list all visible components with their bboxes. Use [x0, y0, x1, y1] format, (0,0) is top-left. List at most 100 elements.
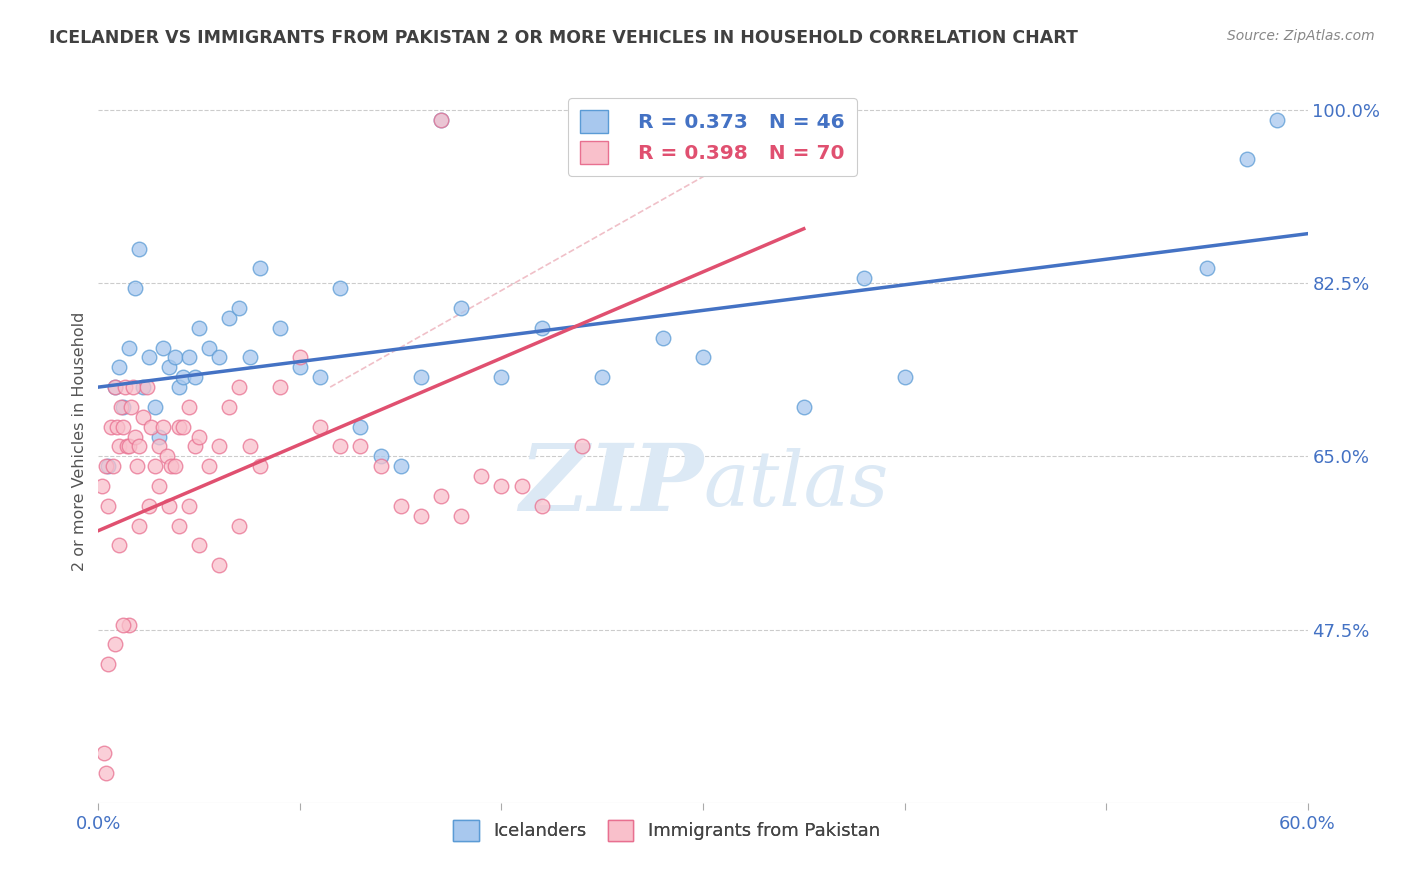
Point [208, 351, 231, 365]
Point [179, 400, 201, 414]
Point [218, 310, 240, 325]
Point [208, 558, 231, 573]
Point [135, 380, 157, 394]
Point [239, 440, 262, 454]
Point [389, 459, 412, 474]
Point [329, 440, 352, 454]
Point [132, 380, 155, 394]
Point [450, 508, 472, 523]
Point [157, 360, 180, 375]
Point [510, 479, 533, 493]
Point [269, 380, 291, 394]
Point [124, 429, 146, 443]
Text: atlas: atlas [703, 448, 889, 522]
Point [430, 489, 453, 503]
Point [115, 440, 138, 454]
Point [148, 429, 170, 443]
Point [160, 459, 183, 474]
Point [172, 370, 194, 384]
Text: ZIP: ZIP [519, 440, 703, 530]
Point [228, 301, 250, 315]
Text: Source: ZipAtlas.com: Source: ZipAtlas.com [1227, 29, 1375, 43]
Point [105, 419, 128, 434]
Point [91, 479, 114, 493]
Point [309, 370, 332, 384]
Point [288, 351, 311, 365]
Legend: Icelanders, Immigrants from Pakistan: Icelanders, Immigrants from Pakistan [446, 813, 887, 848]
Point [156, 450, 179, 464]
Point [1236, 153, 1258, 167]
Point [430, 112, 453, 127]
Point [97, 459, 120, 474]
Point [172, 419, 194, 434]
Point [269, 320, 291, 334]
Point [249, 261, 271, 276]
Point [124, 281, 146, 295]
Point [198, 459, 221, 474]
Point [152, 419, 174, 434]
Point [111, 617, 134, 632]
Point [208, 440, 231, 454]
Point [430, 112, 453, 127]
Point [118, 617, 141, 632]
Point [110, 400, 132, 414]
Point [121, 380, 143, 394]
Point [188, 429, 211, 443]
Point [249, 459, 271, 474]
Point [793, 400, 815, 414]
Point [591, 370, 613, 384]
Point [491, 370, 513, 384]
Point [125, 459, 148, 474]
Point [228, 380, 250, 394]
Point [128, 518, 150, 533]
Point [132, 409, 155, 424]
Point [188, 320, 211, 334]
Point [101, 459, 124, 474]
Point [853, 271, 876, 285]
Point [97, 657, 120, 672]
Point [107, 360, 129, 375]
Point [409, 370, 432, 384]
Point [120, 400, 142, 414]
Point [93, 747, 115, 761]
Point [198, 341, 221, 355]
Point [450, 301, 472, 315]
Point [118, 440, 141, 454]
Point [111, 400, 134, 414]
Point [692, 351, 714, 365]
Point [103, 380, 125, 394]
Text: ICELANDER VS IMMIGRANTS FROM PAKISTAN 2 OR MORE VEHICLES IN HOUSEHOLD CORRELATIO: ICELANDER VS IMMIGRANTS FROM PAKISTAN 2 … [49, 29, 1078, 46]
Point [184, 440, 207, 454]
Point [167, 518, 190, 533]
Point [470, 469, 492, 483]
Point [1195, 261, 1218, 276]
Point [370, 459, 392, 474]
Point [349, 440, 371, 454]
Point [1267, 112, 1289, 127]
Point [138, 499, 160, 513]
Point [530, 320, 553, 334]
Point [239, 351, 262, 365]
Point [139, 419, 162, 434]
Point [143, 400, 166, 414]
Point [114, 380, 136, 394]
Point [103, 637, 125, 651]
Point [184, 370, 207, 384]
Point [491, 479, 513, 493]
Point [163, 351, 186, 365]
Point [118, 341, 141, 355]
Point [370, 450, 392, 464]
Point [143, 459, 166, 474]
Point [96, 459, 118, 474]
Point [571, 440, 593, 454]
Point [107, 539, 129, 553]
Point [100, 419, 122, 434]
Point [103, 380, 125, 394]
Point [409, 508, 432, 523]
Point [389, 499, 412, 513]
Point [218, 400, 240, 414]
Point [152, 341, 174, 355]
Point [188, 539, 211, 553]
Point [128, 440, 150, 454]
Point [167, 419, 190, 434]
